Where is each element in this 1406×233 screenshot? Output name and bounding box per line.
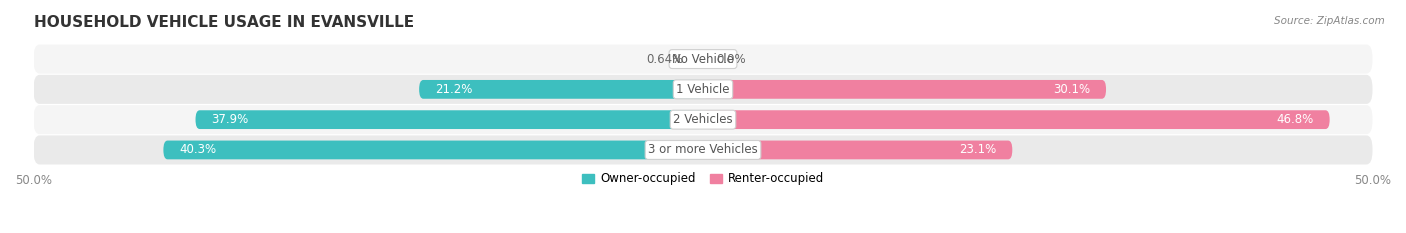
FancyBboxPatch shape <box>163 140 703 159</box>
FancyBboxPatch shape <box>419 80 703 99</box>
FancyBboxPatch shape <box>34 105 1372 134</box>
Text: 21.2%: 21.2% <box>436 83 472 96</box>
Text: No Vehicle: No Vehicle <box>672 53 734 65</box>
FancyBboxPatch shape <box>195 110 703 129</box>
Text: 0.64%: 0.64% <box>647 53 683 65</box>
Text: Source: ZipAtlas.com: Source: ZipAtlas.com <box>1274 16 1385 26</box>
Text: 30.1%: 30.1% <box>1053 83 1090 96</box>
Text: HOUSEHOLD VEHICLE USAGE IN EVANSVILLE: HOUSEHOLD VEHICLE USAGE IN EVANSVILLE <box>34 15 413 30</box>
FancyBboxPatch shape <box>34 75 1372 104</box>
Text: 40.3%: 40.3% <box>180 144 217 156</box>
Text: 3 or more Vehicles: 3 or more Vehicles <box>648 144 758 156</box>
Text: 37.9%: 37.9% <box>211 113 249 126</box>
Text: 2 Vehicles: 2 Vehicles <box>673 113 733 126</box>
Text: 0.0%: 0.0% <box>717 53 747 65</box>
Text: 46.8%: 46.8% <box>1277 113 1313 126</box>
FancyBboxPatch shape <box>695 50 703 69</box>
Legend: Owner-occupied, Renter-occupied: Owner-occupied, Renter-occupied <box>578 168 828 190</box>
Text: 1 Vehicle: 1 Vehicle <box>676 83 730 96</box>
FancyBboxPatch shape <box>703 80 1107 99</box>
Text: 23.1%: 23.1% <box>959 144 997 156</box>
FancyBboxPatch shape <box>703 140 1012 159</box>
FancyBboxPatch shape <box>34 45 1372 74</box>
FancyBboxPatch shape <box>34 135 1372 164</box>
FancyBboxPatch shape <box>703 110 1330 129</box>
